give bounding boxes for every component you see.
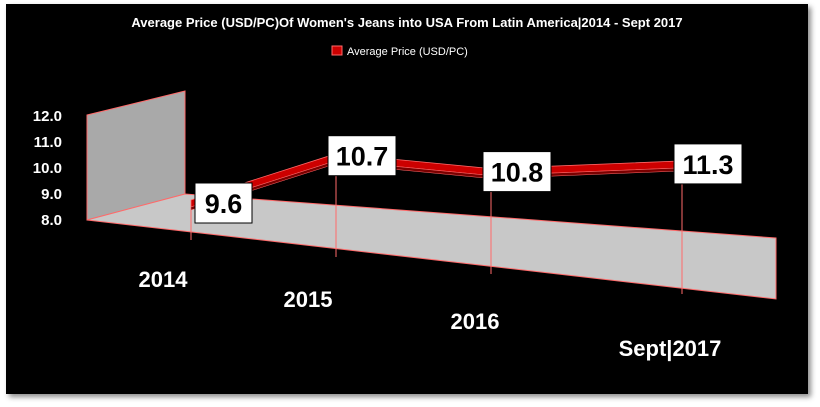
y-tick-label: 11.0 (34, 134, 62, 151)
data-label-box (673, 143, 743, 185)
chart-frame: Average Price (USD/PC)Of Women's Jeans i… (6, 4, 808, 394)
data-label-box (327, 135, 397, 177)
data-label-text: 10.7 (336, 142, 389, 172)
y-tick-label: 12.0 (33, 108, 62, 125)
data-label-box (194, 182, 253, 224)
x-tick-label: 2014 (139, 267, 189, 292)
data-label-text: 10.8 (491, 158, 544, 188)
legend-swatch (331, 45, 343, 56)
y-tick-label: 8.0 (41, 212, 62, 229)
floor (86, 193, 777, 300)
y-tick-label: 10.0 (33, 160, 62, 177)
x-tick-label: Sept|2017 (619, 336, 722, 361)
line-chart: Average Price (USD/PC)Of Women's Jeans i… (33, 15, 777, 361)
y-tick-label: 9.0 (41, 186, 62, 203)
x-tick-label: 2016 (451, 309, 500, 334)
data-label: 10.8 (482, 151, 552, 193)
legend-label: Average Price (USD/PC) (347, 46, 468, 58)
chart-title: Average Price (USD/PC)Of Women's Jeans i… (131, 15, 682, 30)
y-axis-ticks: 12.0 11.0 10.0 9.0 8.0 (33, 108, 62, 229)
x-axis-ticks: 2014 2015 2016 Sept|2017 (139, 267, 722, 361)
data-label: 11.3 (673, 143, 743, 185)
data-label: 9.6 (194, 182, 253, 224)
legend: Average Price (USD/PC) (331, 45, 468, 58)
x-tick-label: 2015 (284, 287, 333, 312)
data-label: 10.7 (327, 135, 397, 177)
data-label-text: 11.3 (682, 150, 733, 180)
data-label-text: 9.6 (205, 189, 243, 219)
data-labels: 9.6 10.7 10.8 11.3 (194, 135, 743, 224)
data-label-box (482, 151, 552, 193)
